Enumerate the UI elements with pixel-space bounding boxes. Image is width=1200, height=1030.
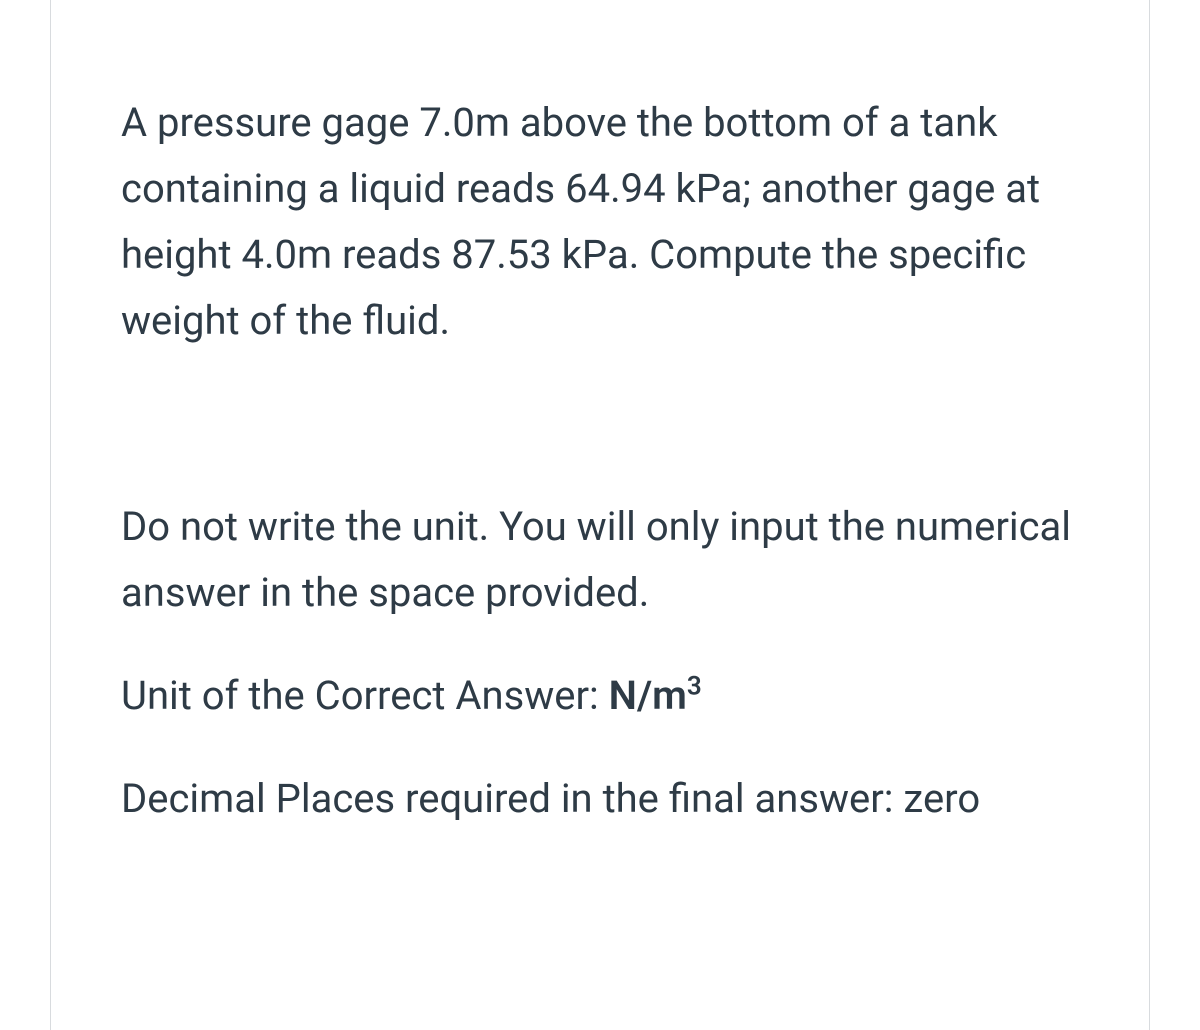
- unit-exponent: 3: [687, 672, 702, 702]
- decimal-line: Decimal Places required in the final ans…: [121, 766, 1079, 832]
- decimal-value: zero: [903, 775, 980, 822]
- unit-line: Unit of the Correct Answer: N/m3: [121, 664, 1079, 728]
- question-text: A pressure gage 7.0m above the bottom of…: [121, 90, 1079, 354]
- unit-value: N/m3: [609, 672, 702, 719]
- question-card: A pressure gage 7.0m above the bottom of…: [50, 0, 1150, 1030]
- instruction-text: Do not write the unit. You will only inp…: [121, 494, 1079, 626]
- decimal-label: Decimal Places required in the final ans…: [121, 775, 903, 822]
- unit-base: N/m: [609, 672, 687, 719]
- unit-label: Unit of the Correct Answer:: [121, 672, 609, 719]
